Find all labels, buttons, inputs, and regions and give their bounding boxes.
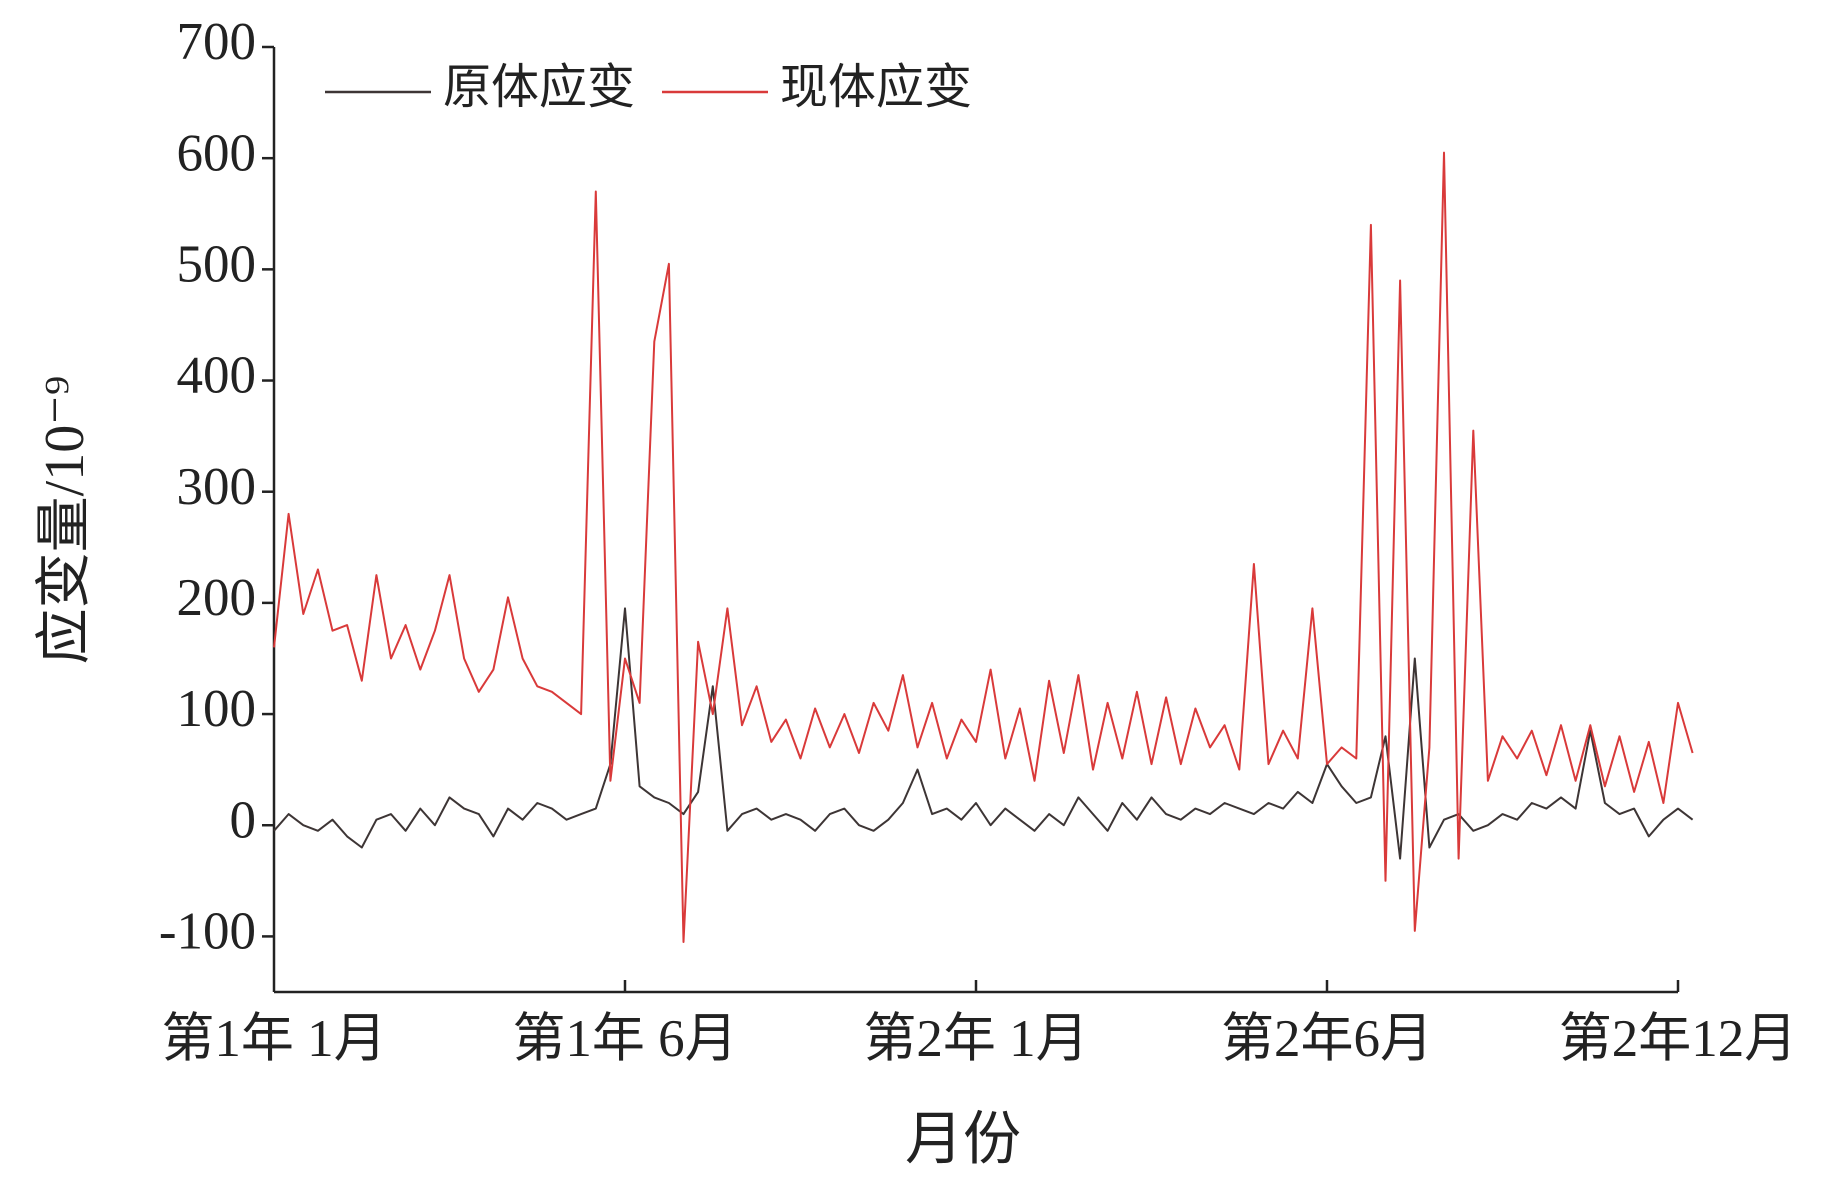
y-axis-label: 应变量/10⁻⁹ (34, 376, 96, 665)
y-tick-label: 500 (177, 236, 257, 294)
y-tick-label: 700 (177, 13, 257, 71)
x-tick-label: 第1年 6月 (512, 1010, 737, 1068)
y-tick-label: 300 (177, 458, 257, 516)
data-line (273, 151, 1694, 943)
y-tick-label: 400 (177, 347, 257, 405)
data-line (273, 607, 1694, 860)
x-axis-label: 月份 (905, 1106, 1021, 1171)
legend-label: 现体应变 (780, 61, 972, 114)
y-tick-label: 0 (230, 791, 257, 849)
x-tick-label: 第1年 1月 (161, 1010, 386, 1068)
y-tick-label: 200 (177, 569, 257, 627)
y-tick-label: -100 (159, 903, 256, 961)
x-tick-label: 第2年12月 (1559, 1010, 1798, 1068)
y-tick-label: 600 (177, 124, 257, 182)
legend-label: 原体应变 (443, 61, 635, 114)
y-tick-label: 100 (177, 680, 257, 738)
x-tick-label: 第2年 1月 (863, 1010, 1088, 1068)
x-tick-label: 第2年6月 (1221, 1010, 1433, 1068)
